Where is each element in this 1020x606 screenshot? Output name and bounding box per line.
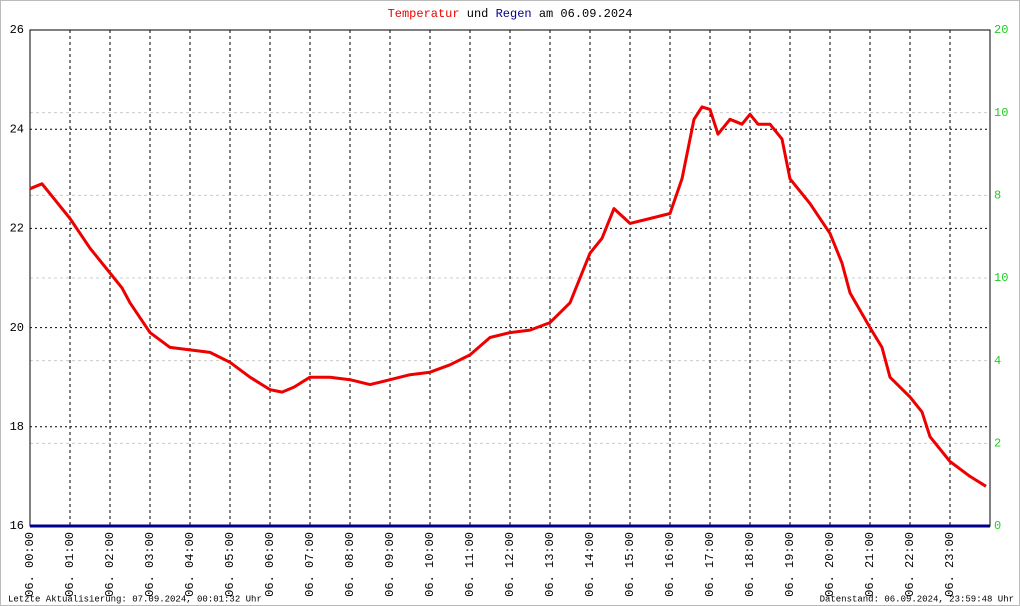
x-tick-label: 06. 10:00 bbox=[423, 532, 437, 597]
data-line bbox=[29, 105, 987, 488]
x-tick-label: 06. 01:00 bbox=[63, 532, 77, 597]
x-tick-label: 06. 05:00 bbox=[223, 532, 237, 597]
title-date: am 06.09.2024 bbox=[539, 7, 633, 21]
title-joiner: und bbox=[467, 7, 489, 21]
x-tick-label: 06. 22:00 bbox=[903, 532, 917, 597]
title-series: Temperatur bbox=[388, 7, 460, 21]
y2-tick-label: 20 bbox=[994, 23, 1008, 37]
x-tick-label: 06. 15:00 bbox=[623, 532, 637, 597]
x-tick-label: 06. 06:00 bbox=[263, 532, 277, 597]
y-tick-label: 16 bbox=[10, 519, 24, 533]
x-tick-label: 06. 18:00 bbox=[743, 532, 757, 597]
x-tick-label: 06. 09:00 bbox=[383, 532, 397, 597]
x-tick-label: 06. 11:00 bbox=[463, 532, 477, 597]
x-tick-label: 06. 08:00 bbox=[343, 532, 357, 597]
x-tick-label: 06. 17:00 bbox=[703, 532, 717, 597]
x-tick-label: 06. 20:00 bbox=[823, 532, 837, 597]
y-tick-label: 20 bbox=[10, 321, 24, 335]
x-tick-label: 06. 04:00 bbox=[183, 532, 197, 597]
y-tick-label: 18 bbox=[10, 420, 24, 434]
y-tick-label: 24 bbox=[10, 122, 24, 136]
y2-tick-label: 10 bbox=[994, 271, 1008, 285]
x-tick-label: 06. 12:00 bbox=[503, 532, 517, 597]
x-tick-label: 06. 13:00 bbox=[543, 532, 557, 597]
y2-tick-label: 10 bbox=[994, 106, 1008, 120]
footer-left: Letzte Aktualisierung: 07.09.2024, 00:01… bbox=[8, 594, 262, 604]
x-tick-label: 06. 02:00 bbox=[103, 532, 117, 597]
x-tick-label: 06. 14:00 bbox=[583, 532, 597, 597]
x-tick-label: 06. 19:00 bbox=[783, 532, 797, 597]
x-tick-label: 06. 07:00 bbox=[303, 532, 317, 597]
x-tick-label: 06. 00:00 bbox=[23, 532, 37, 597]
y2-tick-label: 8 bbox=[994, 189, 1001, 203]
y2-tick-label: 2 bbox=[994, 437, 1001, 451]
y-tick-label: 26 bbox=[10, 23, 24, 37]
footer-right: Datenstand: 06.09.2024, 23:59:48 Uhr bbox=[820, 594, 1014, 604]
x-tick-label: 06. 16:00 bbox=[663, 532, 677, 597]
y2-tick-label: 0 bbox=[994, 519, 1001, 533]
chart-title: Temperatur und Regen am 06.09.2024 bbox=[388, 7, 633, 21]
y2-tick-label: 4 bbox=[994, 354, 1001, 368]
title-series: Regen bbox=[496, 7, 532, 21]
x-tick-label: 06. 03:00 bbox=[143, 532, 157, 597]
x-tick-label: 06. 23:00 bbox=[943, 532, 957, 597]
x-tick-label: 06. 21:00 bbox=[863, 532, 877, 597]
y-tick-label: 22 bbox=[10, 222, 24, 236]
